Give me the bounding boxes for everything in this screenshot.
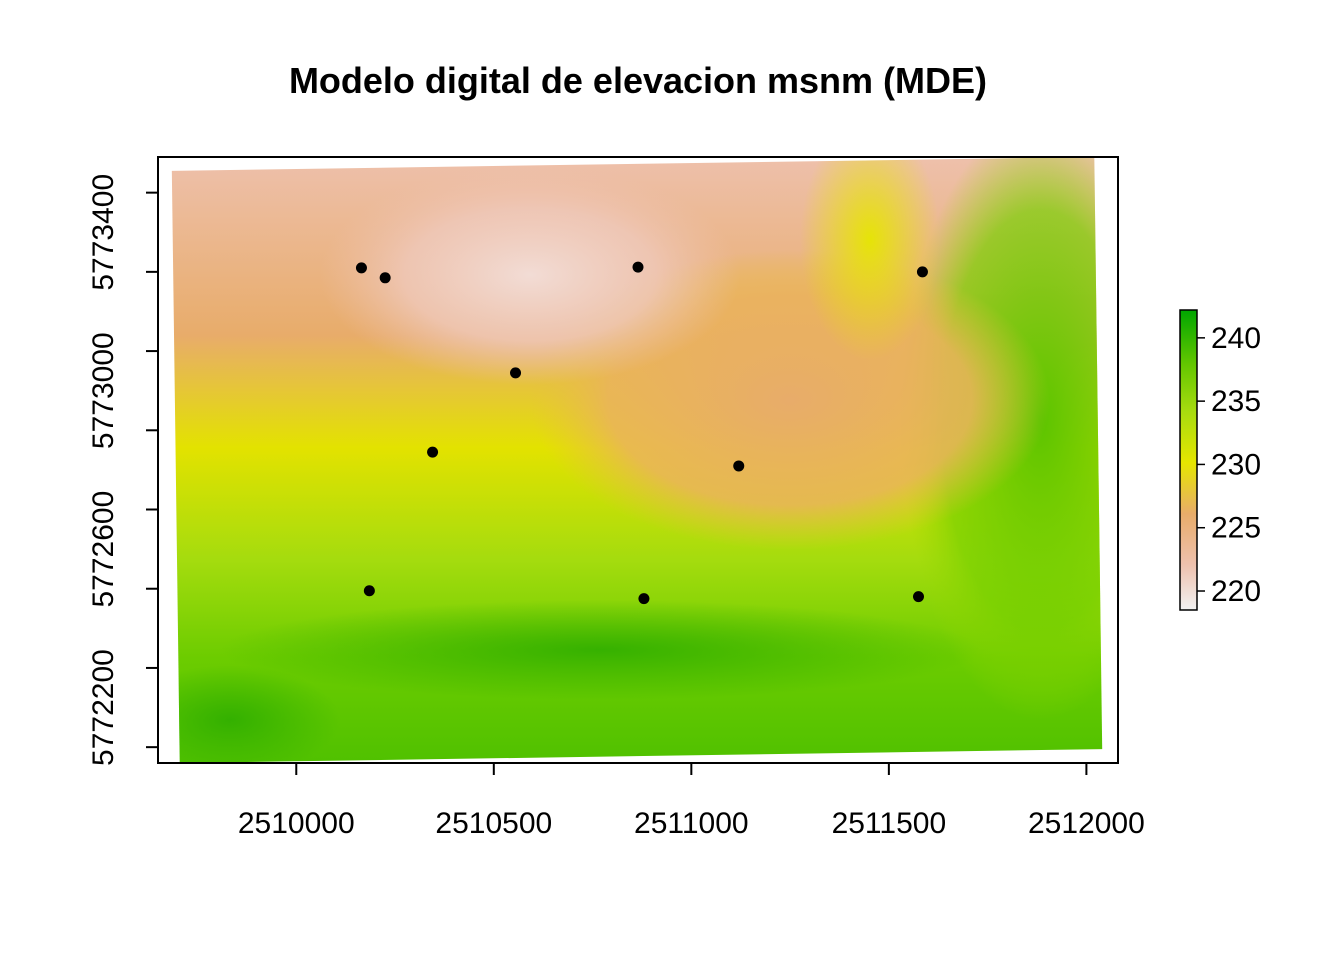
chart-title: Modelo digital de elevacion msnm (MDE) xyxy=(289,60,987,101)
color-bar xyxy=(1179,309,1198,611)
sample-point xyxy=(916,266,928,278)
color-legend: 220 225 230 235 240 xyxy=(1179,309,1261,611)
sample-point xyxy=(632,261,644,273)
sample-point xyxy=(510,367,522,379)
x-tick-label: 2510500 xyxy=(435,807,552,840)
raster-yellow-ridge xyxy=(800,157,940,360)
color-bar-tick-label: 220 xyxy=(1211,575,1261,608)
x-tick-label: 2511000 xyxy=(634,807,749,840)
y-tick-label: 5773000 xyxy=(87,332,120,449)
sample-point xyxy=(427,446,439,458)
color-bar-ticks: 220 225 230 235 240 xyxy=(1197,322,1261,608)
x-axis: 2510000 2510500 2511000 2511500 2512000 xyxy=(238,762,1145,840)
x-tick-label: 2512000 xyxy=(1028,807,1145,840)
color-bar-tick-label: 225 xyxy=(1211,512,1261,545)
x-tick-label: 2510000 xyxy=(238,807,355,840)
raster-dark-green-west xyxy=(171,665,340,763)
sample-point xyxy=(363,585,375,597)
color-bar-tick-label: 240 xyxy=(1211,322,1261,355)
sample-point xyxy=(912,591,924,603)
x-tick-label: 2511500 xyxy=(832,807,947,840)
sample-point xyxy=(355,262,367,274)
sample-point xyxy=(733,460,745,472)
color-bar-tick-label: 230 xyxy=(1211,448,1261,481)
y-axis: 5772200 5772600 5773000 5773400 xyxy=(87,174,159,766)
elevation-raster xyxy=(171,157,1103,763)
y-tick-label: 5773400 xyxy=(87,174,120,291)
sample-points xyxy=(355,261,928,605)
sample-point xyxy=(379,272,391,284)
sample-point xyxy=(638,593,650,605)
raster-dark-green-south xyxy=(220,600,980,700)
raster-pink-lowland xyxy=(320,165,740,385)
color-bar-tick-label: 235 xyxy=(1211,385,1261,418)
y-tick-label: 5772600 xyxy=(87,491,120,608)
y-tick-label: 5772200 xyxy=(87,649,120,766)
